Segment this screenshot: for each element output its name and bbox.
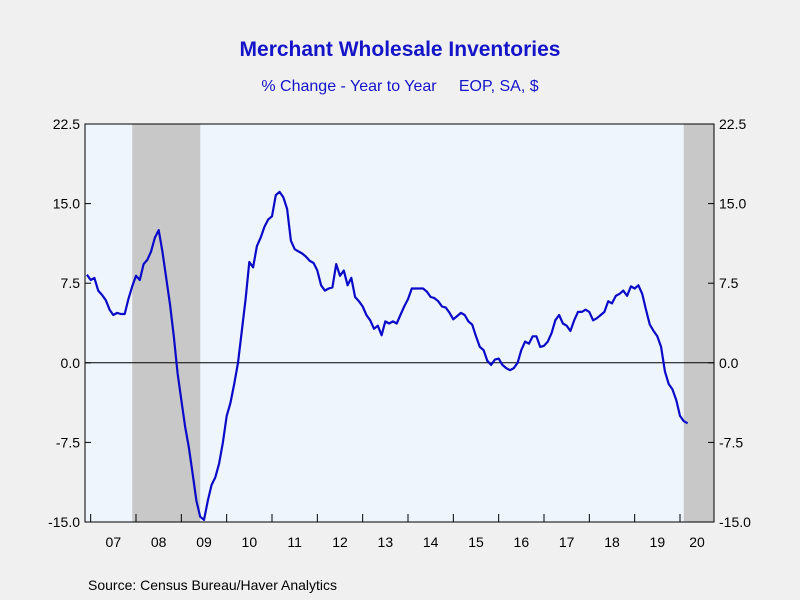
x-tick-label: 20 (689, 534, 705, 550)
source-note: Source: Census Bureau/Haver Analytics (88, 577, 338, 593)
y-axis-right: 22.5 15.0 7.5 0.0 -7.5 -15.0 (708, 116, 751, 530)
x-tick-label: 11 (287, 534, 302, 550)
chart-title: Merchant Wholesale Inventories (239, 38, 561, 61)
y-axis-left: 22.5 15.0 7.5 0.0 -7.5 -15.0 (48, 116, 91, 530)
y-tick-label-left: 15.0 (53, 196, 80, 212)
x-tick-label: 13 (378, 534, 394, 550)
plot-frame (84, 123, 715, 523)
x-tick-label: 08 (151, 534, 167, 550)
x-tick-label: 17 (559, 534, 575, 550)
y-tick-label-right: -7.5 (719, 434, 743, 450)
recession-band-0 (132, 124, 201, 522)
x-tick-label: 12 (332, 534, 348, 550)
y-tick-label-left: 7.5 (61, 275, 81, 291)
y-tick-label-left: -15.0 (48, 514, 80, 530)
y-tick-label-right: 15.0 (719, 196, 746, 212)
chart-subtitle: % Change - Year to Year EOP, SA, $ (261, 78, 539, 95)
recession-band-1 (683, 124, 714, 522)
y-tick-label-left: 22.5 (53, 116, 80, 132)
y-tick-label-left: -7.5 (56, 434, 80, 450)
y-tick-label-left: 0.0 (61, 355, 81, 371)
y-tick-label-right: -15.0 (719, 514, 751, 530)
x-axis: 07 08 09 10 11 12 13 14 15 16 17 18 19 20 (90, 514, 705, 550)
y-tick-label-right: 7.5 (719, 275, 739, 291)
y-tick-label-right: 0.0 (719, 355, 739, 371)
series-line (86, 190, 689, 522)
x-tick-label: 14 (423, 534, 439, 550)
x-tick-label: 16 (514, 534, 530, 550)
y-tick-label-right: 22.5 (719, 116, 746, 132)
x-tick-label: 07 (106, 534, 122, 550)
x-tick-label: 15 (468, 534, 484, 550)
recession-bands (132, 124, 714, 522)
x-tick-label: 18 (604, 534, 620, 550)
x-tick-label: 19 (650, 534, 666, 550)
x-tick-label: 09 (196, 534, 212, 550)
x-tick-label: 10 (242, 534, 258, 550)
